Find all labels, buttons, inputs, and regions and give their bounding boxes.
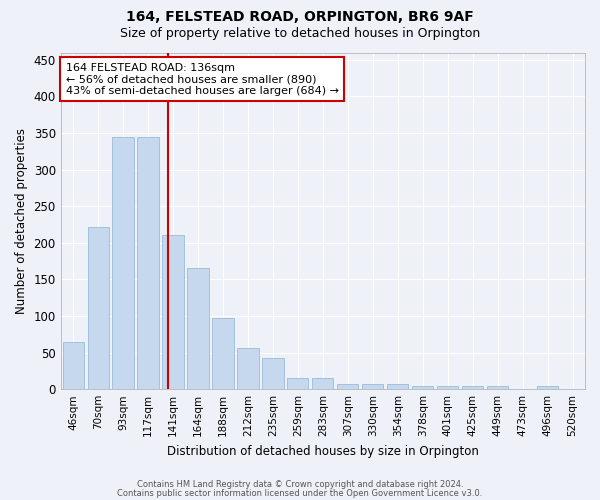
Text: Size of property relative to detached houses in Orpington: Size of property relative to detached ho…: [120, 28, 480, 40]
Bar: [137, 136, 158, 389]
Bar: [187, 268, 209, 389]
Text: 164 FELSTEAD ROAD: 136sqm
← 56% of detached houses are smaller (890)
43% of semi: 164 FELSTEAD ROAD: 136sqm ← 56% of detac…: [66, 62, 339, 96]
Text: 164, FELSTEAD ROAD, ORPINGTON, BR6 9AF: 164, FELSTEAD ROAD, ORPINGTON, BR6 9AF: [126, 10, 474, 24]
Y-axis label: Number of detached properties: Number of detached properties: [15, 128, 28, 314]
Bar: [462, 386, 483, 389]
Bar: [238, 348, 259, 389]
Bar: [387, 384, 409, 389]
Bar: [312, 378, 334, 389]
Bar: [212, 318, 233, 389]
Text: Contains public sector information licensed under the Open Government Licence v3: Contains public sector information licen…: [118, 489, 482, 498]
Bar: [62, 342, 84, 389]
Bar: [437, 386, 458, 389]
Text: Contains HM Land Registry data © Crown copyright and database right 2024.: Contains HM Land Registry data © Crown c…: [137, 480, 463, 489]
Bar: [287, 378, 308, 389]
Bar: [88, 226, 109, 389]
Bar: [537, 386, 558, 389]
Bar: [337, 384, 358, 389]
Bar: [362, 384, 383, 389]
Bar: [262, 358, 284, 389]
Bar: [112, 136, 134, 389]
Bar: [487, 386, 508, 389]
X-axis label: Distribution of detached houses by size in Orpington: Distribution of detached houses by size …: [167, 444, 479, 458]
Bar: [163, 236, 184, 389]
Bar: [412, 386, 433, 389]
